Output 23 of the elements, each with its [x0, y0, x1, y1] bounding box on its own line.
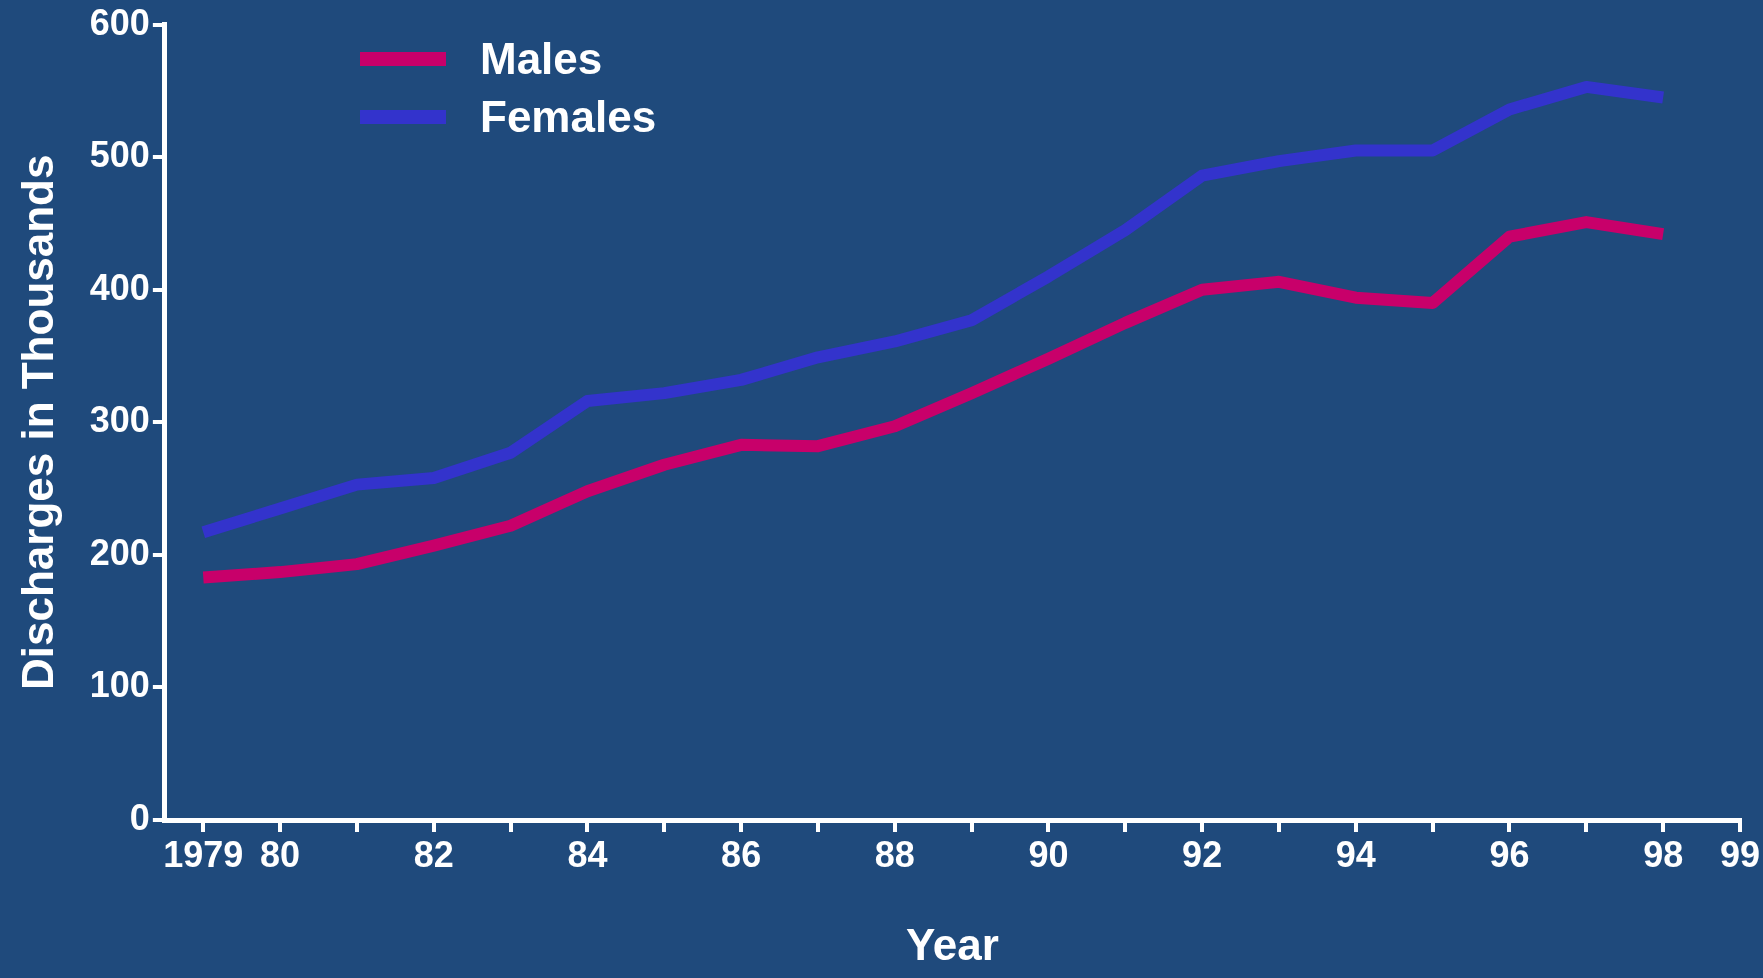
x-tick-label: 92 [1182, 833, 1223, 875]
legend-label: Females [480, 92, 657, 142]
x-tick-label: 82 [413, 833, 454, 875]
x-tick-label: 98 [1643, 833, 1684, 875]
y-tick-label: 0 [129, 796, 150, 838]
x-tick-label: 1979 [163, 833, 244, 875]
y-tick-label: 600 [89, 1, 150, 43]
y-tick-label: 400 [89, 266, 150, 308]
legend-label: Males [480, 34, 603, 84]
x-tick-label: 96 [1489, 833, 1530, 875]
y-tick-label: 300 [89, 399, 150, 441]
x-tick-label: 88 [874, 833, 915, 875]
x-tick-label: 84 [567, 833, 608, 875]
y-tick-label: 100 [89, 664, 150, 706]
y-axis-title: Discharges in Thousands [12, 154, 62, 691]
y-tick-label: 500 [89, 134, 150, 176]
x-tick-label: 86 [721, 833, 762, 875]
x-tick-label: 80 [260, 833, 301, 875]
x-tick-label: 99 [1719, 833, 1760, 875]
x-tick-label: 94 [1335, 833, 1376, 875]
x-axis-title: Year [905, 919, 999, 969]
x-tick-label: 90 [1028, 833, 1069, 875]
y-tick-label: 200 [89, 531, 150, 573]
